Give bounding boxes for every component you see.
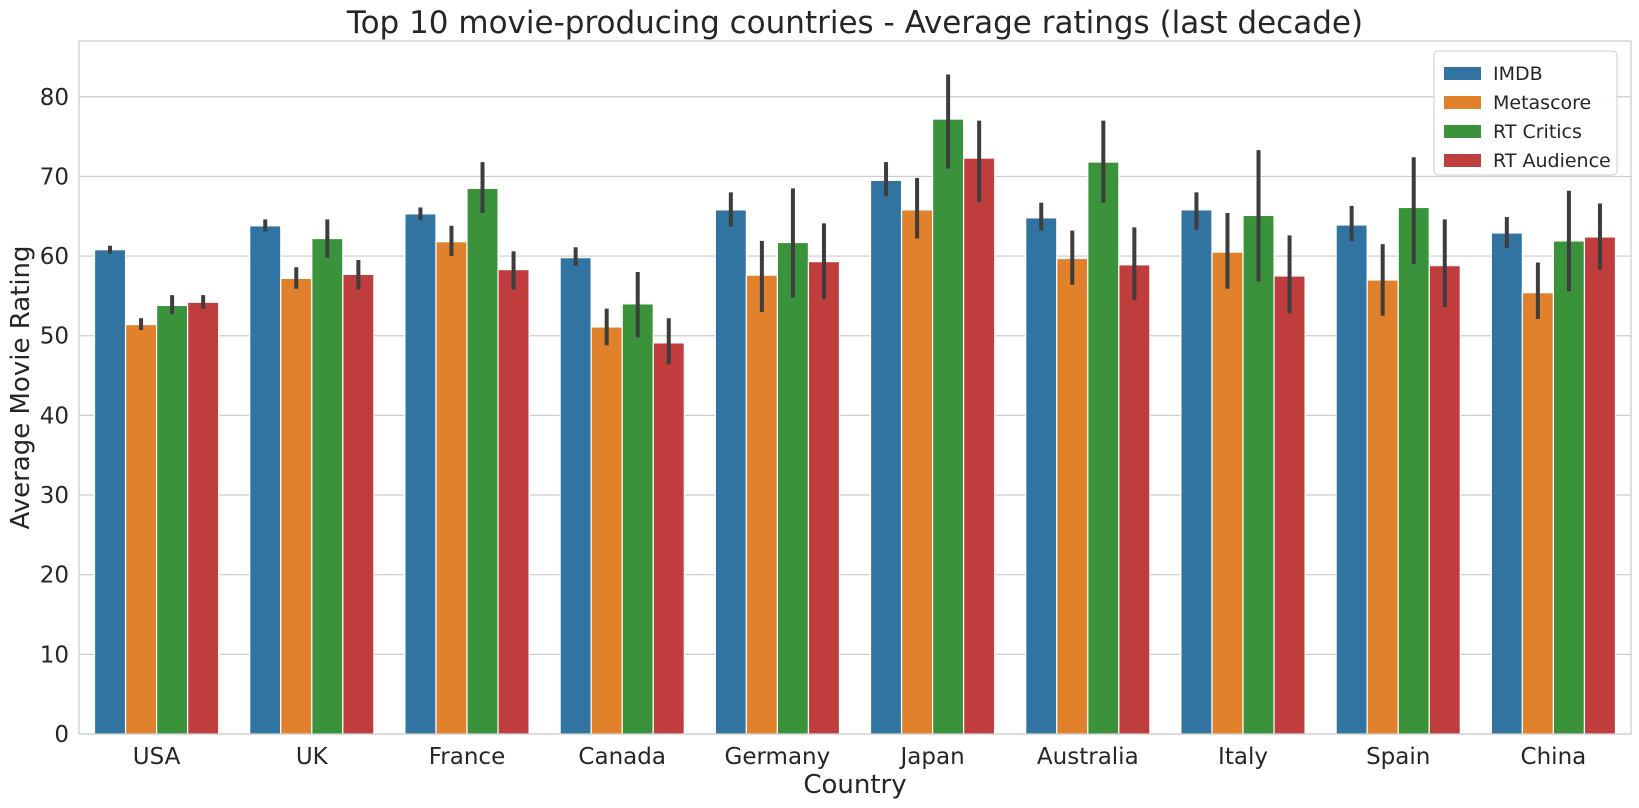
bar-rt-critics: [1552, 240, 1586, 735]
x-tick-label: Australia: [1037, 744, 1139, 770]
y-tick-label: 30: [40, 483, 69, 509]
legend-swatch: [1444, 96, 1481, 109]
x-tick-label: UK: [296, 744, 329, 770]
y-tick-label: 10: [40, 642, 69, 668]
bar-imdb: [1025, 217, 1058, 735]
legend-label: RT Audience: [1493, 150, 1611, 172]
y-tick-label: 70: [40, 164, 69, 190]
plot-frame: [78, 40, 1632, 735]
bar-imdb: [404, 213, 437, 735]
legend-label: RT Critics: [1493, 121, 1582, 143]
bar-rt-critics: [1087, 161, 1120, 735]
bar-metascore: [900, 209, 934, 735]
legend-label: Metascore: [1493, 92, 1591, 114]
bars: [93, 118, 1617, 735]
x-axis-label: Country: [803, 770, 906, 800]
bar-rt-audience: [807, 261, 841, 735]
legend: IMDB Metascore RT Critics RT Audience: [1433, 50, 1618, 176]
bar-metascore: [1056, 257, 1089, 735]
y-tick-label: 50: [40, 324, 69, 350]
legend-swatch: [1444, 154, 1481, 167]
y-tick-label: 40: [40, 403, 69, 429]
x-tick-label: Spain: [1366, 744, 1430, 770]
x-tick-label: Canada: [578, 744, 666, 770]
bar-metascore: [280, 277, 313, 735]
bar-rt-audience: [1583, 236, 1617, 735]
bar-rt-audience: [1273, 275, 1306, 735]
bar-rt-audience: [652, 342, 685, 735]
bar-imdb: [249, 225, 282, 735]
bar-imdb: [869, 179, 903, 735]
bar-rt-critics: [311, 237, 344, 735]
legend-label: IMDB: [1493, 63, 1543, 85]
x-tick-label: France: [429, 744, 505, 770]
bar-metascore: [435, 241, 468, 735]
x-tick-label: Japan: [899, 744, 965, 770]
y-axis-ticks: 0 10 20 30 40 50 60 70 80: [40, 85, 69, 748]
legend-frame: [1433, 50, 1618, 176]
bar-imdb: [1335, 224, 1368, 735]
bar-metascore: [1521, 292, 1554, 735]
bar-metascore: [1211, 251, 1244, 735]
bar-rt-audience: [1118, 264, 1151, 735]
bar-rt-audience: [963, 157, 996, 735]
bar-rt-critics: [776, 241, 810, 735]
bar-rt-audience: [187, 301, 220, 735]
bar-rt-critics: [466, 187, 499, 735]
x-tick-label: USA: [133, 744, 181, 770]
bar-metascore: [745, 274, 778, 735]
bar-imdb: [559, 257, 592, 735]
chart-title: Top 10 movie-producing countries - Avera…: [346, 5, 1363, 41]
y-tick-label: 80: [40, 85, 69, 111]
y-tick-label: 0: [54, 722, 69, 748]
y-axis-label: Average Movie Rating: [6, 245, 36, 529]
bar-metascore: [590, 326, 623, 735]
bar-metascore: [1366, 279, 1399, 735]
bar-rt-audience: [1428, 265, 1461, 735]
bar-rt-critics: [621, 303, 654, 735]
y-tick-label: 60: [40, 244, 69, 270]
bar-metascore: [124, 323, 158, 735]
bar-rt-audience: [497, 269, 530, 735]
bar-imdb: [93, 249, 127, 735]
legend-swatch: [1444, 125, 1481, 138]
y-tick-label: 20: [40, 563, 69, 589]
bar-rt-critics: [931, 118, 965, 735]
bar-rt-audience: [342, 273, 375, 735]
bar-imdb: [1180, 209, 1213, 735]
x-tick-label: Germany: [725, 744, 831, 770]
bar-rt-critics: [1242, 214, 1275, 735]
bar-rt-critics: [156, 304, 189, 735]
bar-rt-critics: [1397, 206, 1430, 735]
legend-swatch: [1444, 67, 1481, 80]
x-axis-ticks: USA UK France Canada Germany Japan Australia It…: [133, 744, 1586, 770]
bar-imdb: [1490, 232, 1523, 735]
x-tick-label: China: [1521, 744, 1587, 770]
x-tick-label: Italy: [1218, 744, 1268, 770]
error-bars: [108, 74, 1602, 365]
bar-imdb: [714, 209, 747, 735]
